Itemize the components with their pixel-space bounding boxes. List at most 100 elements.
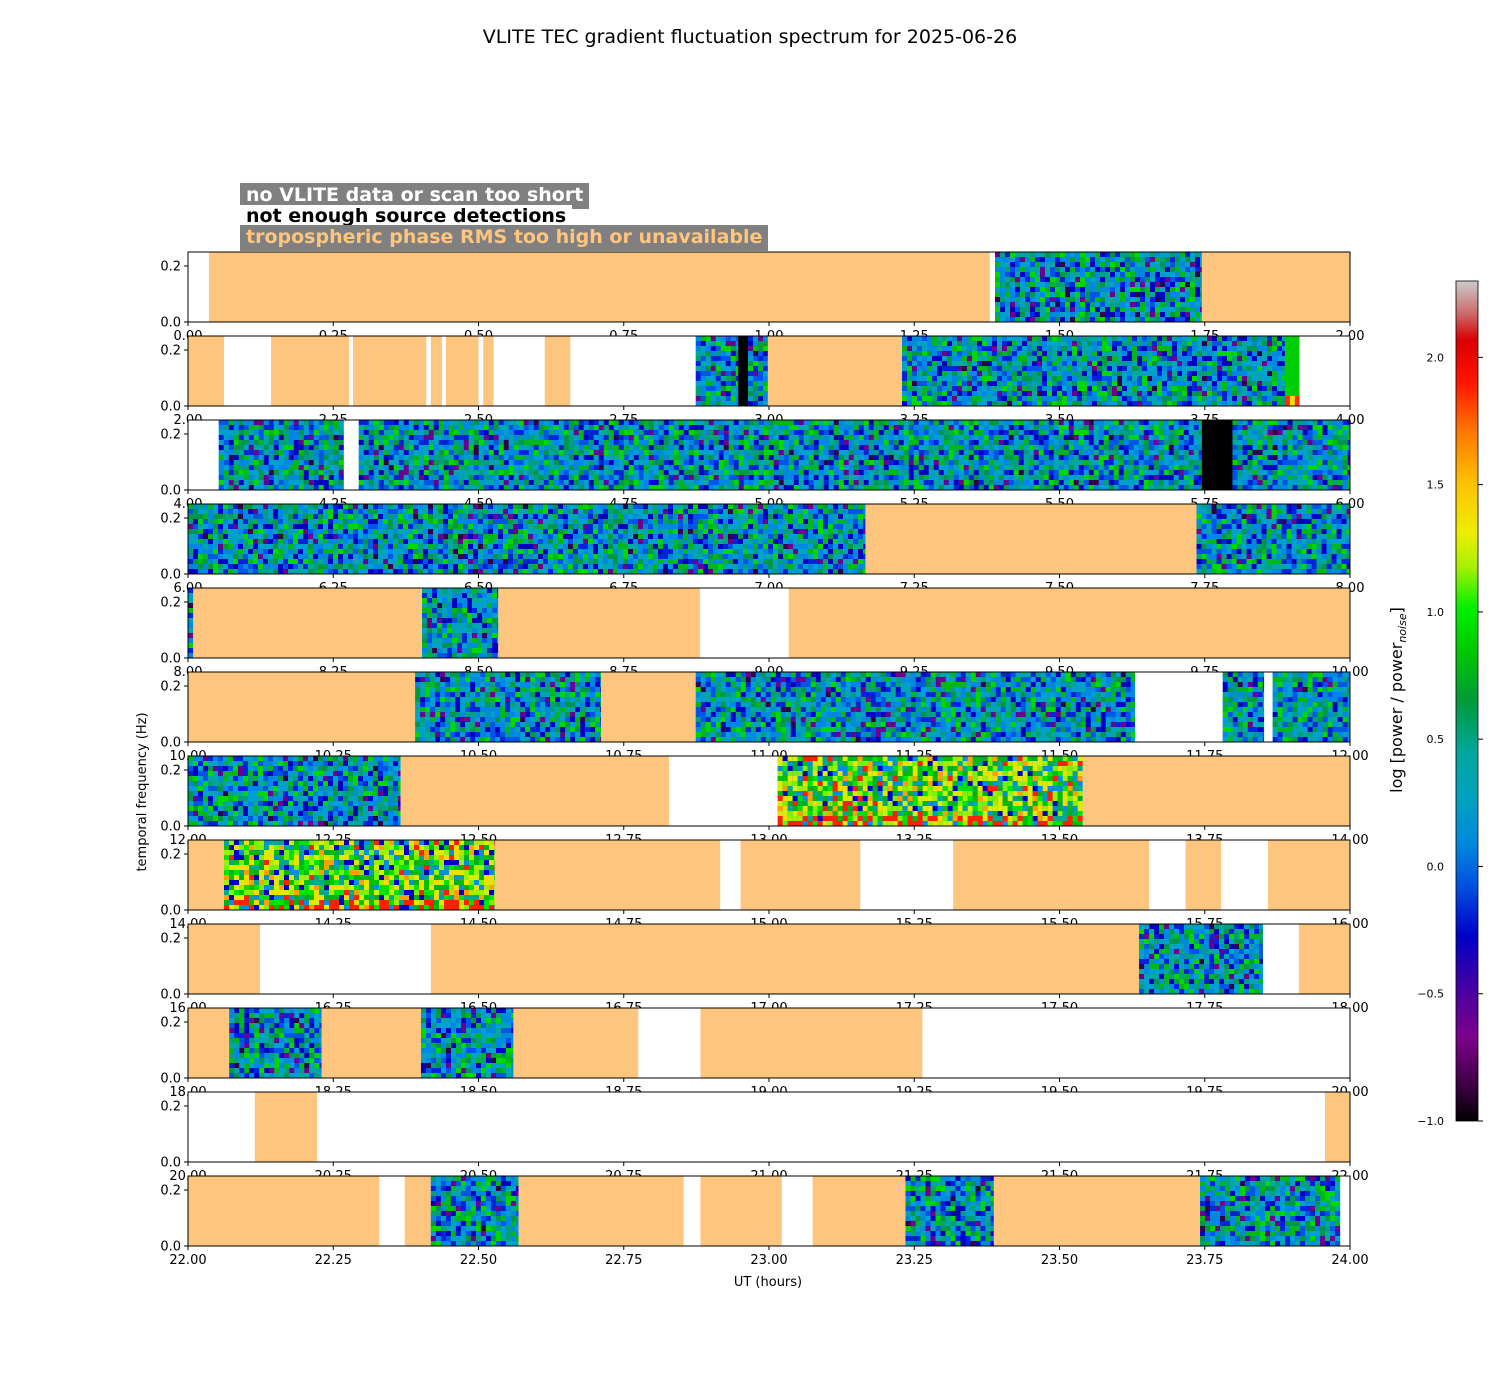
spectrum-cell: [558, 465, 564, 470]
spectrum-cell: [735, 391, 739, 396]
spectrum-cell: [1072, 386, 1077, 391]
spectrum-cell: [902, 346, 907, 351]
spectrum-cell: [908, 430, 914, 435]
spectrum-cell: [758, 346, 764, 351]
spectrum-cell: [503, 440, 509, 445]
spectrum-cell: [748, 480, 754, 485]
spectrum-cell: [1153, 465, 1159, 470]
spectrum-cell: [1262, 450, 1268, 455]
spectrum-cell: [967, 341, 972, 346]
spectrum-cell: [978, 435, 984, 440]
spectrum-cell: [603, 420, 609, 425]
spectrum-cell: [1098, 455, 1104, 460]
spectrum-cell: [1132, 351, 1137, 356]
spectrum-cell: [1110, 272, 1115, 277]
spectrum-cell: [918, 465, 924, 470]
spectrum-cell: [1195, 292, 1200, 297]
spectrum-cell: [628, 475, 634, 480]
spectrum-cell: [962, 391, 967, 396]
spectrum-cell: [658, 465, 664, 470]
spectrum-cell: [1015, 302, 1020, 307]
spectrum-cell: [448, 420, 454, 425]
spectrum-cell: [458, 445, 464, 450]
spectrum-cell: [1018, 485, 1024, 490]
spectrum-cell: [1177, 396, 1182, 401]
spectrum-cell: [593, 485, 599, 490]
spectrum-cell: [1047, 361, 1052, 366]
spectrum-cell: [433, 460, 439, 465]
spectrum-cell: [1032, 386, 1037, 391]
spectrum-cell: [1187, 396, 1192, 401]
spectrum-cell: [533, 485, 539, 490]
spectrum-cell: [972, 346, 977, 351]
spectrum-cell: [1247, 420, 1253, 425]
spectrum-cell: [1182, 396, 1187, 401]
spectrum-cell: [1103, 460, 1109, 465]
spectrum-cell: [1010, 282, 1015, 287]
spectrum-cell: [803, 480, 809, 485]
spectrum-cell: [1063, 475, 1069, 480]
spectrum-cell: [1013, 470, 1019, 475]
spectrum-cell: [1010, 257, 1015, 262]
spectrum-cell: [838, 470, 844, 475]
trop-segment: [208, 252, 990, 322]
spectrum-cell: [1122, 346, 1127, 351]
spectrum-cell: [648, 480, 654, 485]
spectrum-cell: [1048, 465, 1054, 470]
spectrum-cell: [1047, 376, 1052, 381]
spectrum-cell: [1013, 430, 1019, 435]
spectrum-cell: [258, 450, 264, 455]
spectrum-cell: [1027, 356, 1032, 361]
spectrum-cell: [428, 445, 434, 450]
spectrum-cell: [303, 450, 309, 455]
spectrum-cell: [818, 485, 824, 490]
spectrum-cell: [1038, 470, 1044, 475]
spectrum-cell: [903, 470, 909, 475]
spectrum-cell: [1095, 267, 1100, 272]
spectrum-cell: [1122, 366, 1127, 371]
spectrum-cell: [1267, 430, 1273, 435]
spectrum-cell: [720, 376, 726, 381]
spectrum-cell: [638, 485, 644, 490]
spectrum-cell: [1252, 475, 1258, 480]
spectrum-cell: [533, 430, 539, 435]
spectrum-cell: [618, 430, 624, 435]
spectrum-cell: [1102, 396, 1107, 401]
spectrum-cell: [673, 460, 679, 465]
spectrum-cell: [1050, 262, 1055, 267]
spectrum-cell: [1180, 297, 1185, 302]
spectrum-cell: [1170, 307, 1175, 312]
spectrum-cell: [873, 465, 879, 470]
spectrum-cell: [748, 386, 754, 391]
spectrum-cell: [1167, 351, 1172, 356]
spectrum-cell: [1197, 371, 1202, 376]
spectrum-cell: [543, 455, 549, 460]
spectrum-cell: [1247, 485, 1253, 490]
spectrum-cell: [793, 440, 799, 445]
spectrum-cell: [1252, 391, 1257, 396]
spectrum-cell: [1003, 465, 1009, 470]
spectrum-cell: [1032, 341, 1037, 346]
spectrum-cell: [338, 485, 344, 490]
spectrum-cell: [1190, 292, 1195, 297]
spectrum-cell: [243, 475, 249, 480]
spectrum-cell: [1187, 381, 1192, 386]
spectrum-cell: [278, 445, 284, 450]
spectrum-cell: [1173, 475, 1179, 480]
spectrum-cell: [1000, 307, 1005, 312]
spectrum-cell: [383, 450, 389, 455]
spectrum-cell: [903, 460, 909, 465]
spectrum-cell: [818, 425, 824, 430]
spectrum-cell: [1092, 386, 1097, 391]
spectrum-cell: [798, 430, 804, 435]
spectrum-cell: [1155, 302, 1160, 307]
spectrum-cell: [858, 465, 864, 470]
spectrum-cell: [508, 460, 514, 465]
spectrum-cell: [913, 475, 919, 480]
spectrum-cell: [1097, 361, 1102, 366]
spectrum-cell: [478, 425, 484, 430]
spectrum-cell: [1232, 346, 1237, 351]
spectrum-cell: [1163, 470, 1169, 475]
spectrum-cell: [658, 430, 664, 435]
spectrum-cell: [473, 440, 479, 445]
